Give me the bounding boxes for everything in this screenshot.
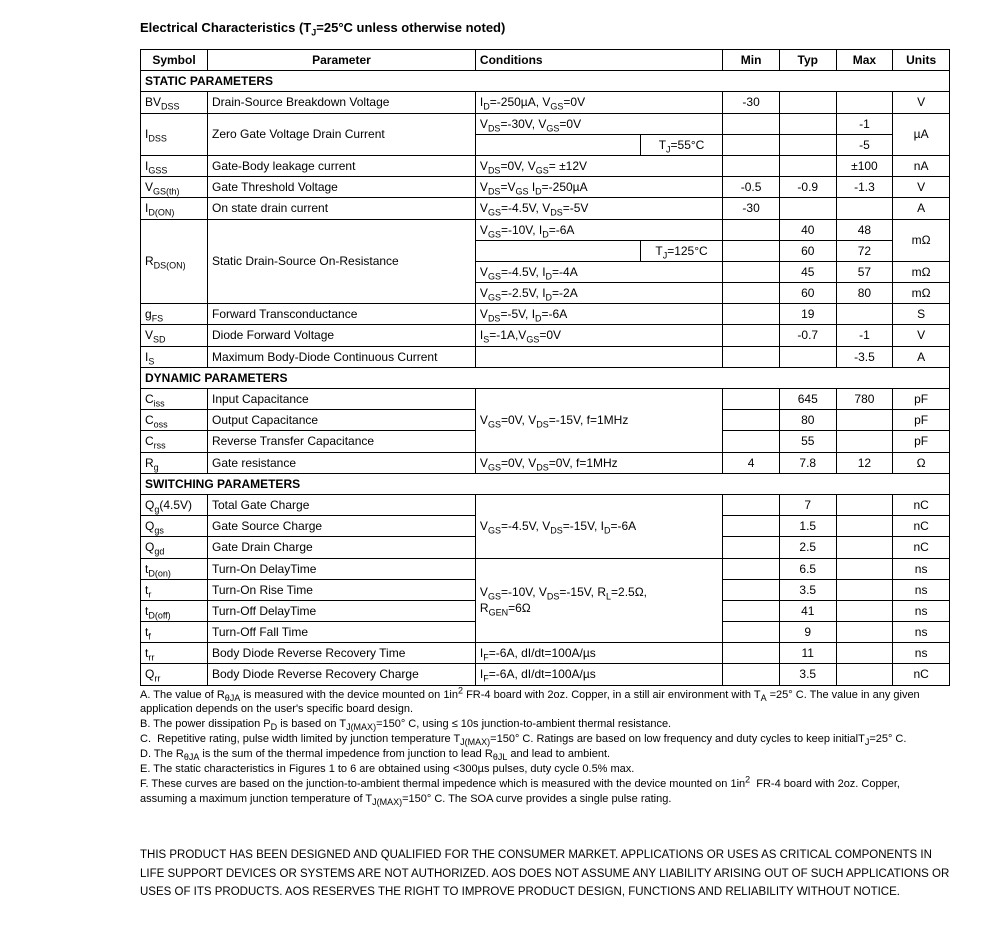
row-trr: trr Body Diode Reverse Recovery Time IF=…	[141, 643, 950, 664]
disclaimer: THIS PRODUCT HAS BEEN DESIGNED AND QUALI…	[140, 846, 950, 901]
header-symbol: Symbol	[141, 50, 208, 71]
header-max: Max	[836, 50, 893, 71]
note-c: C. Repetitive rating, pulse width limite…	[140, 732, 950, 747]
characteristics-table: Symbol Parameter Conditions Min Typ Max …	[140, 49, 950, 686]
note-a: A. The value of RθJA is measured with th…	[140, 688, 950, 718]
header-conditions: Conditions	[475, 50, 722, 71]
page-title: Electrical Characteristics (TJ=25°C unle…	[140, 20, 951, 35]
header-units: Units	[893, 50, 950, 71]
note-f: F. These curves are based on the junctio…	[140, 777, 950, 807]
row-is: IS Maximum Body-Diode Continuous Current…	[141, 346, 950, 367]
section-dynamic: DYNAMIC PARAMETERS	[141, 367, 950, 388]
header-typ: Typ	[779, 50, 836, 71]
row-vsd: VSD Diode Forward Voltage IS=-1A,VGS=0V …	[141, 325, 950, 346]
header-parameter: Parameter	[207, 50, 475, 71]
row-qg: Qg(4.5V) Total Gate Charge VGS=-4.5V, VD…	[141, 494, 950, 515]
row-tdon: tD(on) Turn-On DelayTime VGS=-10V, VDS=-…	[141, 558, 950, 579]
row-igss: IGSS Gate-Body leakage current VDS=0V, V…	[141, 155, 950, 176]
row-ciss: Ciss Input Capacitance VGS=0V, VDS=-15V,…	[141, 389, 950, 410]
note-e: E. The static characteristics in Figures…	[140, 762, 950, 777]
row-rdson-1: RDS(ON) Static Drain-Source On-Resistanc…	[141, 219, 950, 240]
section-switching: SWITCHING PARAMETERS	[141, 473, 950, 494]
row-qrr: Qrr Body Diode Reverse Recovery Charge I…	[141, 664, 950, 685]
note-d: D. The RθJA is the sum of the thermal im…	[140, 747, 950, 762]
section-static: STATIC PARAMETERS	[141, 71, 950, 92]
header-min: Min	[723, 50, 780, 71]
row-rg: Rg Gate resistance VGS=0V, VDS=0V, f=1MH…	[141, 452, 950, 473]
row-gfs: gFS Forward Transconductance VDS=-5V, ID…	[141, 304, 950, 325]
row-idss-1: IDSS Zero Gate Voltage Drain Current VDS…	[141, 113, 950, 134]
note-b: B. The power dissipation PD is based on …	[140, 717, 950, 732]
notes-block: A. The value of RθJA is measured with th…	[140, 688, 950, 807]
row-idon: ID(ON) On state drain current VGS=-4.5V,…	[141, 198, 950, 219]
row-bvdss: BVDSS Drain-Source Breakdown Voltage ID=…	[141, 92, 950, 113]
row-vgsth: VGS(th) Gate Threshold Voltage VDS=VGS I…	[141, 177, 950, 198]
table-header-row: Symbol Parameter Conditions Min Typ Max …	[141, 50, 950, 71]
